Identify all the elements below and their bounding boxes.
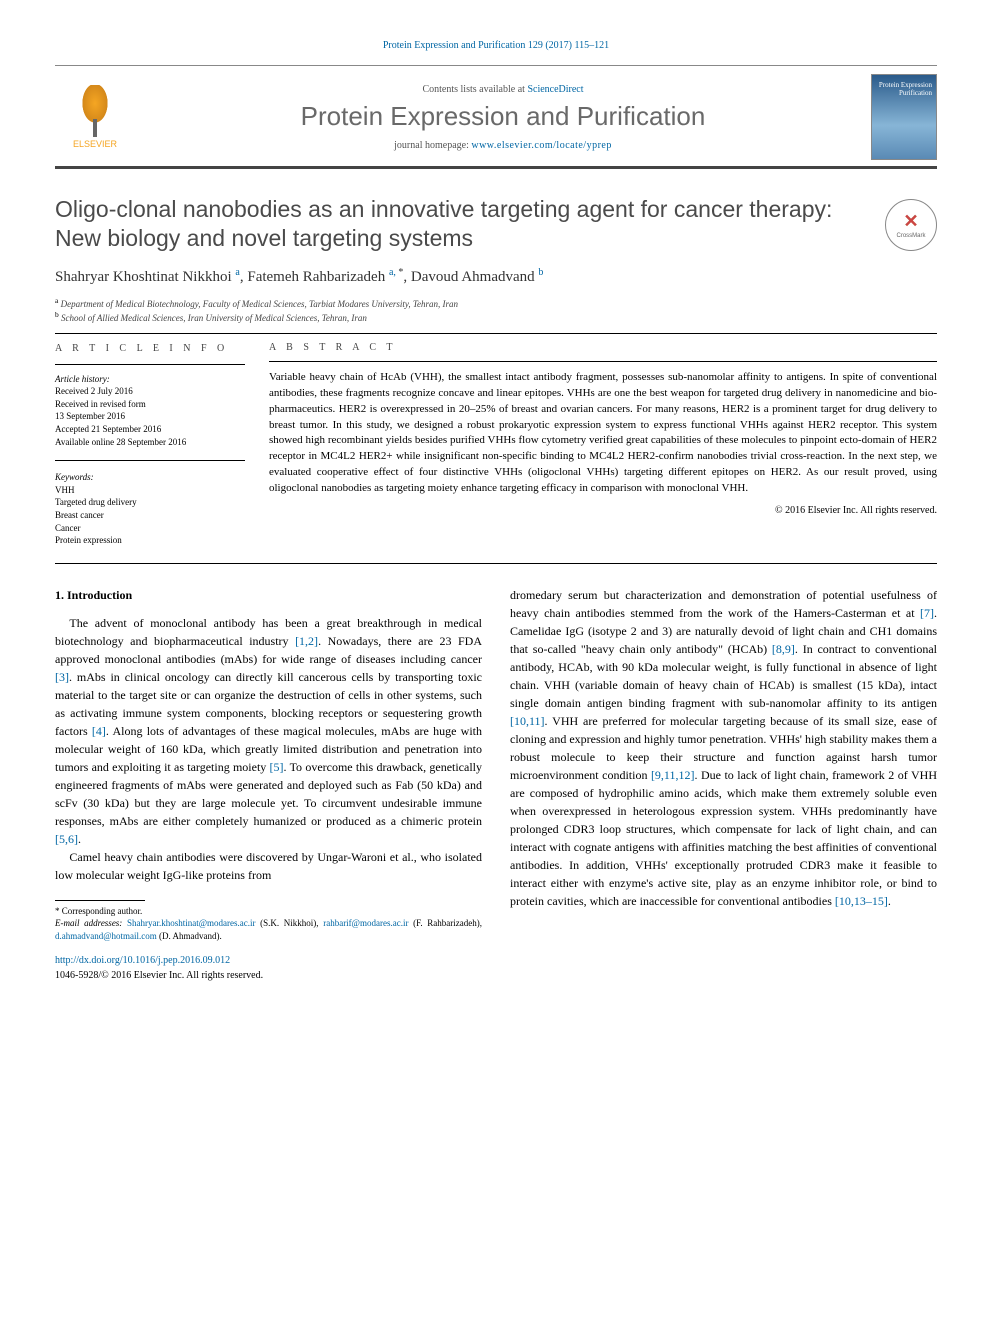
footnote-separator <box>55 900 145 901</box>
keywords-label: Keywords: <box>55 471 245 484</box>
abstract-heading: A B S T R A C T <box>269 342 937 353</box>
doi-line: http://dx.doi.org/10.1016/j.pep.2016.09.… <box>55 953 482 968</box>
contents-available-line: Contents lists available at ScienceDirec… <box>135 84 871 95</box>
affiliation-a: a Department of Medical Biotechnology, F… <box>55 296 937 311</box>
intro-para-2: Camel heavy chain antibodies were discov… <box>55 848 482 884</box>
keyword-3: Breast cancer <box>55 509 245 522</box>
footnotes: * Corresponding author. E-mail addresses… <box>55 905 482 943</box>
keyword-5: Protein expression <box>55 534 245 547</box>
intro-para-1: The advent of monoclonal antibody has be… <box>55 614 482 848</box>
email-link-3[interactable]: d.ahmadvand@hotmail.com <box>55 931 157 941</box>
crossmark-icon: ✕ <box>903 211 918 231</box>
issn-copyright: 1046-5928/© 2016 Elsevier Inc. All right… <box>55 968 482 983</box>
divider <box>55 333 937 334</box>
section-1-heading: 1. Introduction <box>55 586 482 604</box>
sciencedirect-link[interactable]: ScienceDirect <box>527 84 583 95</box>
email-name-1: (S.K. Nikkhoi) <box>260 918 316 928</box>
author-1-affil: a <box>235 267 239 278</box>
author-2-affil: a, * <box>389 267 403 278</box>
abstract-text: Variable heavy chain of HcAb (VHH), the … <box>269 370 937 498</box>
intro-para-continued: dromedary serum but characterization and… <box>510 586 937 910</box>
email-label: E-mail addresses: <box>55 918 122 928</box>
publisher-logo: ELSEVIER <box>55 85 135 149</box>
email-name-2: (F. Rahbarizadeh) <box>413 918 480 928</box>
publisher-name: ELSEVIER <box>55 139 135 149</box>
keyword-4: Cancer <box>55 522 245 535</box>
cover-title: Protein Expression Purification <box>872 81 932 98</box>
history-revised-2: 13 September 2016 <box>55 410 245 423</box>
history-label: Article history: <box>55 373 245 386</box>
corresponding-author-note: * Corresponding author. <box>55 905 482 918</box>
affiliations: a Department of Medical Biotechnology, F… <box>55 296 937 325</box>
crossmark-badge[interactable]: ✕ CrossMark <box>885 199 937 251</box>
article-title: Oligo-clonal nanobodies as an innovative… <box>55 195 937 253</box>
affiliation-b: b School of Allied Medical Sciences, Ira… <box>55 310 937 325</box>
article-info-heading: A R T I C L E I N F O <box>55 342 245 356</box>
journal-cover-thumbnail: Protein Expression Purification <box>871 74 937 160</box>
header-citation: Protein Expression and Purification 129 … <box>55 40 937 51</box>
abstract-column: A B S T R A C T Variable heavy chain of … <box>269 342 937 547</box>
masthead: ELSEVIER Contents lists available at Sci… <box>55 65 937 169</box>
keyword-1: VHH <box>55 484 245 497</box>
keyword-2: Targeted drug delivery <box>55 496 245 509</box>
body-column-right: dromedary serum but characterization and… <box>510 586 937 983</box>
homepage-link[interactable]: www.elsevier.com/locate/yprep <box>471 140 611 151</box>
email-addresses: E-mail addresses: Shahryar.khoshtinat@mo… <box>55 917 482 942</box>
author-1: Shahryar Khoshtinat Nikkhoi <box>55 269 232 285</box>
crossmark-label: CrossMark <box>896 233 925 239</box>
contents-prefix: Contents lists available at <box>422 84 527 95</box>
history-revised-1: Received in revised form <box>55 398 245 411</box>
body-column-left: 1. Introduction The advent of monoclonal… <box>55 586 482 983</box>
authors-list: Shahryar Khoshtinat Nikkhoi a, Fatemeh R… <box>55 267 937 286</box>
email-name-3: (D. Ahmadvand) <box>159 931 220 941</box>
abstract-copyright: © 2016 Elsevier Inc. All rights reserved… <box>269 505 937 516</box>
elsevier-tree-icon <box>73 85 117 137</box>
history-accepted: Accepted 21 September 2016 <box>55 423 245 436</box>
homepage-line: journal homepage: www.elsevier.com/locat… <box>135 140 871 151</box>
author-3-affil: b <box>538 267 543 278</box>
author-2: Fatemeh Rahbarizadeh <box>247 269 385 285</box>
email-link-2[interactable]: rahbarif@modares.ac.ir <box>323 918 408 928</box>
history-received: Received 2 July 2016 <box>55 385 245 398</box>
article-title-text: Oligo-clonal nanobodies as an innovative… <box>55 196 832 251</box>
homepage-prefix: journal homepage: <box>394 140 471 151</box>
journal-name: Protein Expression and Purification <box>135 101 871 132</box>
author-3: Davoud Ahmadvand <box>411 269 535 285</box>
divider <box>55 563 937 564</box>
article-info-column: A R T I C L E I N F O Article history: R… <box>55 342 245 547</box>
doi-link[interactable]: http://dx.doi.org/10.1016/j.pep.2016.09.… <box>55 955 230 966</box>
email-link-1[interactable]: Shahryar.khoshtinat@modares.ac.ir <box>127 918 256 928</box>
history-online: Available online 28 September 2016 <box>55 436 245 449</box>
